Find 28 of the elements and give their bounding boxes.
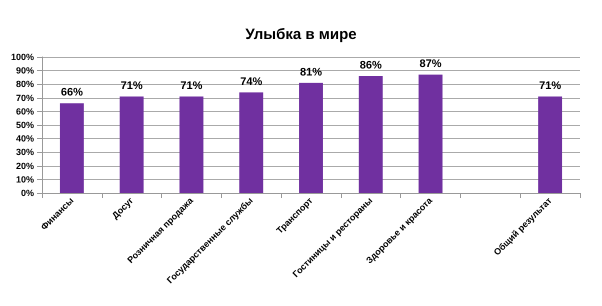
bar: [538, 96, 562, 193]
y-tick-label: 50%: [16, 120, 34, 130]
bar: [358, 76, 383, 193]
data-label: 71%: [180, 80, 203, 92]
data-label: 74%: [240, 76, 262, 88]
y-tick-label: 70%: [16, 92, 34, 103]
chart-title: Улыбка в мире: [245, 26, 357, 43]
y-tick-label: 10%: [16, 174, 34, 184]
y-tick-label: 80%: [16, 79, 34, 90]
y-tick-label: 60%: [16, 106, 34, 116]
y-tick-label: 20%: [16, 160, 34, 171]
data-label: 86%: [360, 60, 382, 72]
data-label: 71%: [539, 80, 562, 92]
bar: [299, 82, 323, 193]
data-label: 66%: [60, 86, 84, 99]
data-label: 87%: [420, 58, 442, 70]
y-tick-label: 90%: [16, 66, 34, 76]
data-label: 81%: [300, 66, 322, 78]
y-tick-label: 100%: [10, 52, 34, 62]
y-tick-label: 0%: [20, 188, 34, 198]
bar: [179, 96, 204, 193]
data-label: 71%: [120, 80, 143, 92]
bar: [120, 96, 144, 193]
bar: [239, 92, 264, 193]
bar: [418, 74, 443, 193]
bar: [60, 103, 84, 193]
y-tick-label: 30%: [16, 147, 34, 158]
y-tick-label: 40%: [16, 134, 34, 144]
